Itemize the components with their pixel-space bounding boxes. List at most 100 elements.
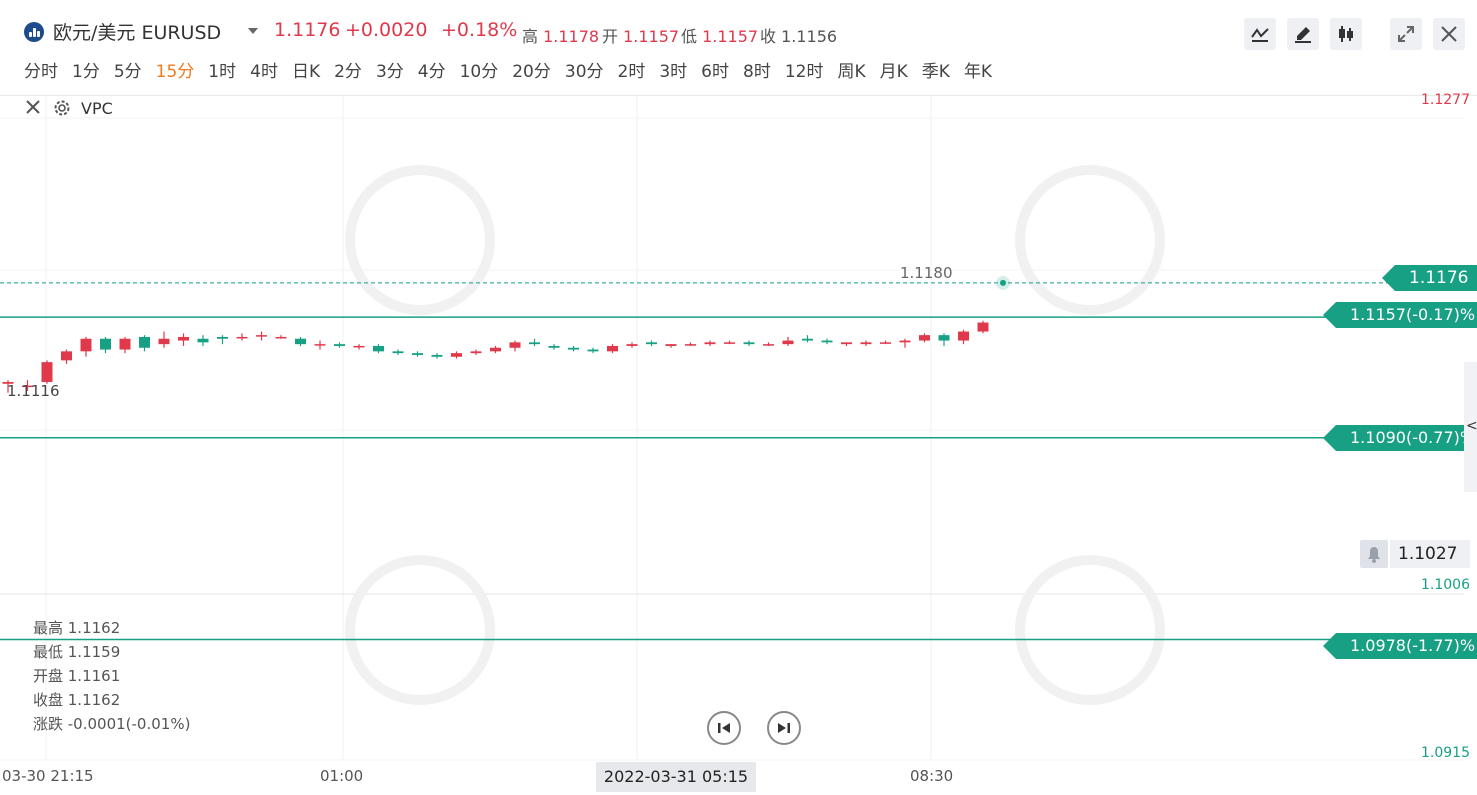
- period-tab-17[interactable]: 12时: [784, 62, 824, 82]
- candle-body-49: [958, 331, 969, 341]
- draw-button[interactable]: [1287, 18, 1319, 50]
- period-tab-11[interactable]: 20分: [512, 62, 551, 82]
- candle-body-1: [22, 385, 33, 388]
- candle-body-4: [80, 338, 92, 352]
- chevron-down-icon[interactable]: [248, 28, 258, 34]
- line-chart-button[interactable]: [1244, 18, 1276, 50]
- candle-body-50: [977, 322, 989, 332]
- candle-body-14: [275, 336, 287, 339]
- candlestick-icon: [1339, 26, 1353, 42]
- period-tab-3[interactable]: 15分: [155, 62, 195, 82]
- open-label: 开: [602, 27, 619, 46]
- remove-indicator-icon[interactable]: [24, 98, 42, 116]
- symbol-name[interactable]: 欧元/美元 EURUSD: [53, 22, 222, 44]
- chart-header: 欧元/美元 EURUSD 1.1176 +0.0020 +0.18% 高 1.1…: [0, 0, 1477, 96]
- period-tab-6[interactable]: 日K: [291, 62, 321, 82]
- high-value: 1.1178: [543, 27, 600, 46]
- chevron-left-icon: <: [1466, 418, 1477, 434]
- fullscreen-button[interactable]: [1390, 18, 1422, 50]
- scroll-to-start-button[interactable]: [707, 711, 741, 745]
- candle-body-22: [431, 354, 443, 357]
- candle-body-30: [587, 349, 599, 352]
- candle-body-31: [607, 345, 618, 352]
- close-chart-button[interactable]: [1433, 18, 1465, 50]
- price-line-tag-3[interactable]: 1.0978(-1.77)%: [1322, 633, 1477, 659]
- period-tab-21[interactable]: 年K: [963, 62, 993, 82]
- period-tab-4[interactable]: 1时: [208, 62, 237, 82]
- period-tab-7[interactable]: 2分: [334, 62, 362, 82]
- candle-body-28: [548, 345, 560, 348]
- candle-body-10: [197, 338, 209, 343]
- close-stat: 收 1.1156: [760, 23, 837, 47]
- fullscreen-icon: [1398, 26, 1414, 42]
- candle-body-20: [392, 351, 404, 354]
- alert-button[interactable]: [1360, 540, 1388, 568]
- close-value: 1.1156: [781, 27, 838, 46]
- candle-body-47: [919, 335, 930, 341]
- candle-body-15: [295, 338, 306, 345]
- gear-icon[interactable]: [52, 98, 72, 118]
- period-tab-20[interactable]: 季K: [921, 62, 950, 82]
- candle-body-27: [529, 342, 540, 345]
- candle-body-25: [490, 347, 501, 352]
- candle-body-32: [626, 344, 638, 346]
- open-stat: 开 1.1157: [602, 23, 679, 47]
- period-tab-12[interactable]: 30分: [564, 62, 604, 82]
- period-tab-9[interactable]: 4分: [417, 62, 446, 82]
- low-value: 1.1157: [702, 27, 759, 46]
- open-value: 1.1157: [623, 27, 680, 46]
- high-stat: 高 1.1178: [522, 23, 599, 47]
- candle-body-23: [451, 353, 462, 357]
- period-tab-19[interactable]: 月K: [879, 62, 908, 82]
- line-chart-icon: [1251, 28, 1269, 42]
- candle-body-34: [665, 344, 677, 346]
- current-price: 1.1176: [274, 19, 341, 41]
- period-tab-2[interactable]: 5分: [113, 62, 142, 82]
- candle-body-37: [724, 342, 735, 344]
- period-tab-10[interactable]: 10分: [459, 62, 499, 82]
- price-line-tag-1[interactable]: 1.1157(-0.17)%: [1322, 302, 1477, 328]
- time-label-1: 03-30 21:15: [2, 767, 94, 785]
- skip-forward-icon: [778, 723, 790, 733]
- candle-body-5: [100, 338, 111, 350]
- candle-body-9: [178, 336, 189, 341]
- period-tab-1[interactable]: 1分: [72, 62, 100, 82]
- low-mark-label: 1.1116: [7, 382, 60, 400]
- info-change: 涨跌 -0.0001(-0.01%): [33, 715, 191, 733]
- period-tab-13[interactable]: 2时: [617, 62, 646, 82]
- candle-body-0: [2, 381, 14, 384]
- time-cursor-label: 2022-03-31 05:15: [596, 762, 756, 792]
- period-tab-18[interactable]: 周K: [837, 62, 866, 82]
- candle-body-16: [314, 344, 326, 346]
- candle-body-36: [704, 342, 716, 345]
- high-label: 高: [522, 27, 539, 46]
- bell-icon: [1368, 547, 1380, 563]
- price-change-percent: +0.18%: [441, 19, 518, 41]
- scroll-to-end-button[interactable]: [767, 711, 801, 745]
- candle-body-17: [334, 344, 345, 346]
- low-label: 低: [681, 27, 698, 46]
- candlestick-button[interactable]: [1330, 18, 1362, 50]
- bar-chart-logo-icon: [24, 22, 44, 42]
- candle-body-2: [41, 362, 53, 382]
- period-tab-15[interactable]: 6时: [701, 62, 729, 82]
- watermark-circle-3: [345, 555, 495, 705]
- info-close: 收盘 1.1162: [33, 691, 121, 709]
- price-panel-toggle[interactable]: <: [1464, 362, 1477, 492]
- period-tab-0[interactable]: 分时: [24, 62, 58, 82]
- pencil-icon: [1295, 27, 1311, 43]
- candle-body-43: [841, 342, 852, 345]
- live-dot: [1000, 279, 1006, 286]
- period-tab-14[interactable]: 3时: [659, 62, 688, 82]
- period-tab-16[interactable]: 8时: [743, 62, 771, 82]
- candle-body-33: [646, 342, 657, 345]
- candle-body-8: [158, 338, 170, 345]
- indicator-name[interactable]: VPC: [81, 99, 113, 118]
- period-tab-8[interactable]: 3分: [375, 62, 404, 82]
- axis-top-price: 1.1277: [1421, 92, 1470, 108]
- price-line-tag-2[interactable]: 1.1090(-0.77)%: [1322, 425, 1477, 451]
- candle-body-39: [763, 344, 774, 346]
- period-tab-5[interactable]: 4时: [250, 62, 278, 82]
- candle-body-48: [938, 335, 950, 341]
